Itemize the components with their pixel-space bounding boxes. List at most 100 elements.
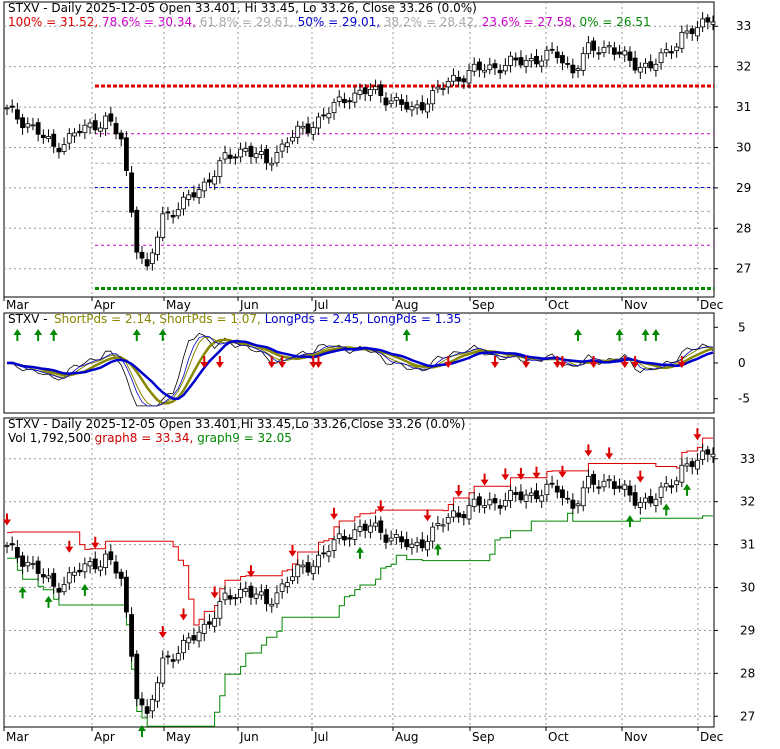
candle <box>56 147 62 153</box>
candle <box>399 536 404 543</box>
sell-arrow <box>314 356 323 368</box>
candle <box>637 67 643 73</box>
sell-arrow <box>65 540 74 553</box>
candle <box>72 132 77 137</box>
sell-arrow <box>532 466 541 479</box>
candle <box>269 603 275 607</box>
candle <box>601 480 607 488</box>
lower-x-axis: Mar Apr May Jun Jul Aug Sep Oct Nov Dec <box>3 727 723 744</box>
candle <box>336 533 342 540</box>
sell-arrow <box>246 565 255 578</box>
candle <box>679 31 685 49</box>
sell-arrow <box>309 356 318 368</box>
candle <box>92 120 98 131</box>
sell-arrow <box>91 536 100 549</box>
candle <box>518 491 524 501</box>
candle <box>9 105 15 108</box>
candle <box>326 113 332 119</box>
candle <box>596 486 602 489</box>
candle <box>487 499 493 506</box>
candle <box>144 259 150 267</box>
x-tick-label: Aug <box>395 298 418 312</box>
candle <box>253 153 259 159</box>
candle <box>139 698 145 706</box>
sell-arrow <box>558 356 567 368</box>
price-y-axis: 27 28 29 30 31 32 33 <box>714 19 751 276</box>
candle <box>627 485 633 496</box>
sell-arrow <box>288 544 297 557</box>
candle <box>425 540 430 551</box>
candle <box>170 659 176 662</box>
candle <box>451 510 456 518</box>
candle <box>238 148 244 158</box>
x-tick-label: Jun <box>239 298 259 312</box>
candle <box>622 50 628 56</box>
candle <box>98 127 103 132</box>
candle <box>9 543 15 546</box>
candle <box>617 51 622 55</box>
candle <box>160 657 166 684</box>
candle <box>482 69 487 73</box>
candle <box>290 136 295 142</box>
candle <box>331 539 337 551</box>
candle <box>591 474 597 485</box>
candle <box>383 97 389 106</box>
candle <box>4 545 10 547</box>
candle <box>77 569 83 573</box>
candle <box>66 572 72 584</box>
candle <box>435 523 441 526</box>
candle <box>502 65 508 72</box>
fib-legend-item: 0% = 26.51 <box>580 15 651 29</box>
candle <box>508 55 513 66</box>
candle <box>300 125 306 129</box>
candle <box>456 76 462 82</box>
candle <box>419 102 425 111</box>
candle <box>108 551 114 561</box>
sell-arrow <box>444 356 453 368</box>
candle <box>565 63 571 65</box>
candle <box>305 123 311 134</box>
candle <box>632 57 638 71</box>
indicator-line <box>6 335 714 407</box>
y-tick-label: 33 <box>740 452 755 466</box>
sell-arrow <box>516 467 525 480</box>
candle <box>445 81 451 88</box>
candle <box>409 543 415 548</box>
candle <box>684 30 690 34</box>
buy-arrow <box>356 546 364 559</box>
candle <box>290 576 295 582</box>
candle <box>705 449 711 455</box>
lower-legend-item: graph9 = 32.05 <box>197 431 292 445</box>
candle <box>30 563 36 565</box>
x-tick-label: May <box>166 730 191 744</box>
y-tick-label: -5 <box>738 392 750 406</box>
candle <box>554 485 560 493</box>
candle <box>227 595 233 600</box>
candle <box>653 498 659 506</box>
candle <box>684 463 690 467</box>
sell-arrow <box>267 356 276 368</box>
candle <box>295 564 301 578</box>
candle <box>627 51 633 61</box>
candle <box>476 61 482 71</box>
sell-arrow <box>330 507 339 520</box>
candle <box>575 68 581 71</box>
x-tick-label: Oct <box>548 298 569 312</box>
indicator-legend-item: ShortPds = 1.07, <box>159 312 264 326</box>
candle <box>238 588 244 598</box>
candle <box>367 89 373 96</box>
candle <box>357 526 363 532</box>
candle <box>497 505 503 509</box>
upper-stop-line <box>7 437 713 626</box>
candle <box>129 172 134 213</box>
candle <box>233 597 238 599</box>
candle <box>181 196 186 210</box>
candle <box>362 523 368 531</box>
candle <box>46 575 51 579</box>
candle <box>87 122 93 128</box>
candle <box>342 98 347 104</box>
candle <box>601 47 607 54</box>
candle <box>14 547 20 558</box>
candle <box>456 512 462 518</box>
sell-arrow <box>158 626 167 639</box>
